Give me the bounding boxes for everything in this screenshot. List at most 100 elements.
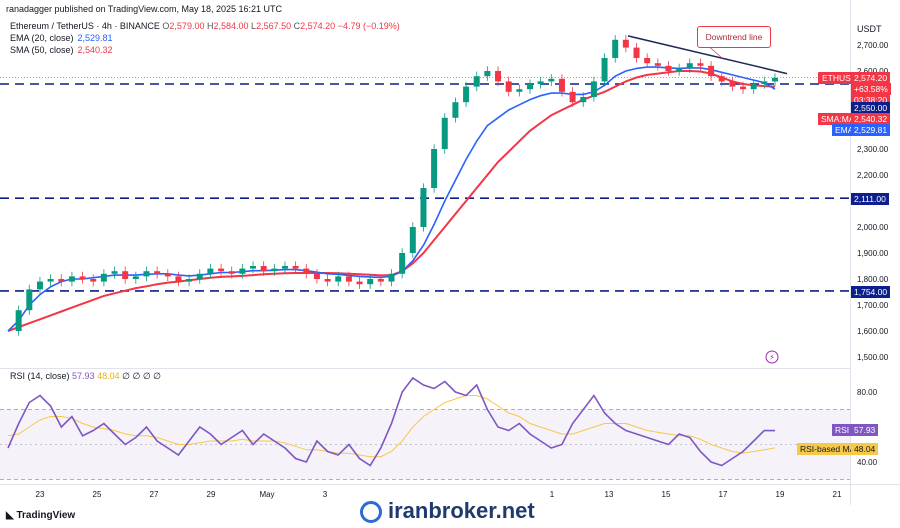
date-tick-label: 25: [93, 490, 102, 499]
candle-body: [228, 271, 235, 274]
sma-50-line: [7, 70, 776, 332]
candle-body: [164, 273, 171, 277]
candle-body: [143, 271, 150, 277]
tradingview-logo-text: TradingView: [16, 510, 76, 521]
change-value: −4.79 (−0.19%): [337, 21, 400, 31]
candle-body: [740, 86, 747, 90]
rsi-legend[interactable]: RSI (14, close) 57.93 48.04 ∅ ∅ ∅ ∅: [10, 371, 161, 382]
candle-body: [377, 279, 384, 282]
candle-body: [441, 117, 448, 149]
rsi-ma-line: [7, 395, 776, 458]
candle-body: [590, 81, 597, 97]
candle-body: [175, 276, 182, 282]
date-tick-label: 17: [719, 490, 728, 499]
candle-body: [90, 279, 97, 282]
low-label: L: [251, 21, 257, 31]
ema-legend[interactable]: EMA (20, close) 2,529.81: [10, 33, 113, 43]
candle-body: [665, 65, 672, 71]
date-tick-label: 21: [833, 490, 842, 499]
high-label: H: [206, 21, 214, 31]
ema-legend-label: EMA (20, close): [10, 33, 74, 43]
candle-body: [250, 266, 257, 269]
candle-body: [622, 39, 629, 48]
candle-body: [335, 276, 342, 282]
lightning-icon: [765, 350, 779, 364]
candle-body: [537, 81, 544, 84]
candle-body: [367, 279, 374, 285]
pane-divider[interactable]: [0, 368, 850, 369]
candle-body: [154, 271, 161, 274]
candle-body: [68, 276, 75, 282]
candle-body: [633, 47, 640, 58]
candle-body: [484, 71, 491, 77]
candle-body: [409, 227, 416, 253]
candle-body: [388, 273, 395, 282]
candle-body: [431, 149, 438, 188]
close-value: 2,574.20: [300, 21, 336, 31]
symbol-name[interactable]: Ethereum / TetherUS · 4h · BINANCE: [10, 21, 160, 31]
candle-body: [292, 266, 299, 269]
candle-body: [644, 58, 651, 64]
candle-body: [452, 102, 459, 118]
rsi-ma-legend-value: 48.04: [97, 371, 120, 381]
date-tick-label: 3: [323, 490, 328, 499]
candle-body: [580, 97, 587, 103]
candle-body: [260, 266, 267, 272]
sma-legend[interactable]: SMA (50, close) 2,540.32: [10, 45, 113, 55]
candle-body: [505, 81, 512, 92]
level-2111-tag: 2,111.00: [851, 193, 889, 205]
rsi-tag: RSI: [832, 424, 853, 436]
rsi-legend-label: RSI (14, close): [10, 371, 70, 381]
candle-body: [47, 279, 54, 282]
date-tick-label: 29: [207, 490, 216, 499]
candle-body: [729, 81, 736, 87]
candle-body: [697, 63, 704, 66]
candle-body: [750, 84, 757, 90]
level-2550-tag: 2,550.00: [851, 102, 891, 114]
candle-body: [676, 68, 683, 71]
rsi-ma-tag: RSI-based MA: [797, 443, 859, 455]
candle-body: [26, 289, 33, 311]
price-tick-label: 2,000.00: [857, 223, 889, 232]
date-tick-label: 23: [36, 490, 45, 499]
candle-body: [569, 91, 576, 103]
publisher-line: ranadagger published on TradingView.com,…: [6, 4, 283, 14]
date-tick-label: 19: [776, 490, 785, 499]
candle-body: [516, 89, 523, 92]
price-axis-divider: [850, 0, 851, 505]
candle-body: [686, 63, 693, 69]
tradingview-logo-icon: ◣: [6, 510, 17, 521]
tradingview-logo[interactable]: ◣ TradingView: [6, 510, 75, 521]
candle-body: [718, 76, 725, 82]
candle-body: [303, 268, 310, 274]
candle-body: [345, 276, 352, 282]
candle-body: [761, 81, 768, 84]
candle-body: [239, 268, 246, 274]
candle-body: [15, 310, 22, 331]
price-tick-label: 2,700.00: [857, 41, 889, 50]
candle-body: [612, 39, 619, 58]
candle-body: [196, 273, 203, 279]
candle-body: [111, 271, 118, 274]
watermark: iranbroker.net: [360, 498, 535, 524]
ema-tag: EMA: [832, 124, 857, 136]
date-tick-label: 27: [150, 490, 159, 499]
currency-label[interactable]: USDT: [857, 24, 882, 34]
rsi-legend-extra: ∅ ∅ ∅ ∅: [122, 371, 162, 381]
candle-body: [324, 279, 331, 282]
candle-body: [132, 276, 139, 279]
candle-body: [356, 281, 363, 285]
ohlc-legend: Ethereum / TetherUS · 4h · BINANCE O2,57…: [10, 21, 400, 31]
price-tick-label: 1,900.00: [857, 249, 889, 258]
rsi-line: [7, 376, 776, 467]
pct-tag: +63.58%: [851, 83, 891, 95]
rsi-legend-value: 57.93: [72, 371, 95, 381]
downtrend-line-annotation[interactable]: Downtrend line: [697, 26, 771, 48]
candle-body: [420, 188, 427, 227]
candle-body: [708, 65, 715, 77]
sma-value-tag: 2,540.32: [851, 113, 891, 125]
downtrend-line: [627, 35, 788, 75]
date-tick-label: 13: [605, 490, 614, 499]
open-value: 2,579.00: [169, 21, 205, 31]
